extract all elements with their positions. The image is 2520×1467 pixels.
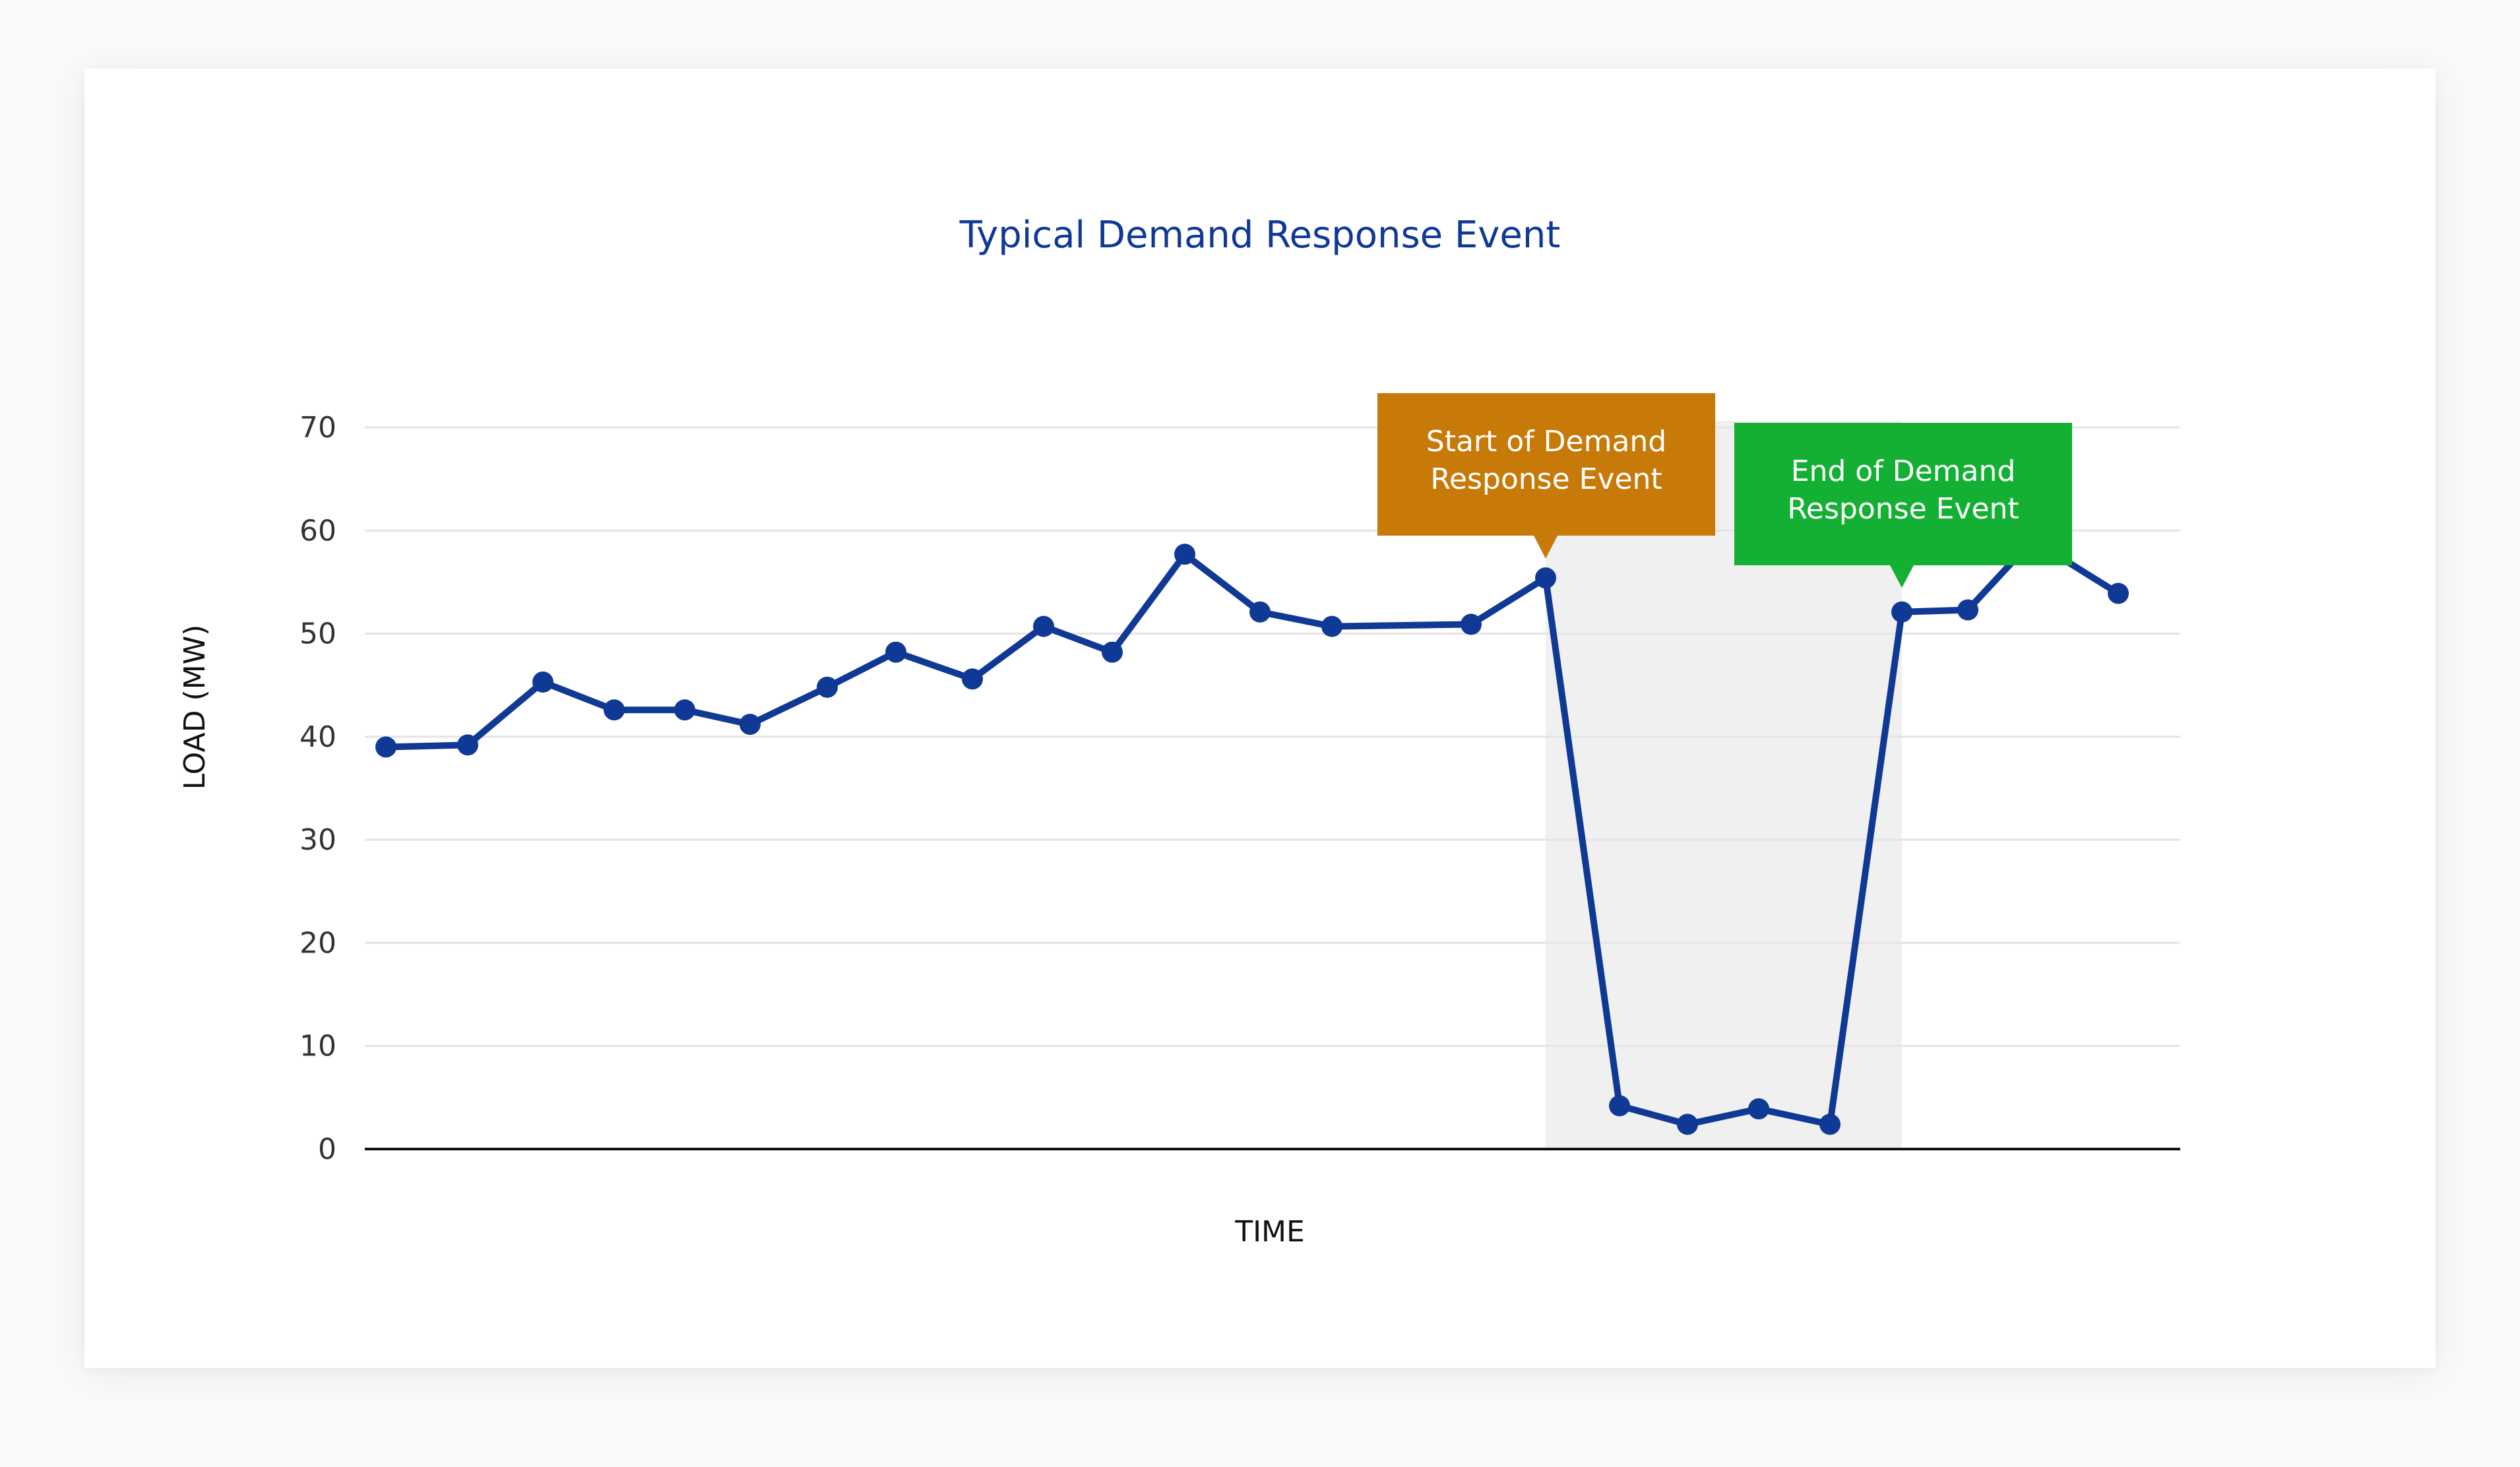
y-tick-label: 40 — [299, 720, 336, 754]
data-point — [1321, 615, 1342, 637]
callout-label: Response Event — [1787, 492, 2019, 526]
data-point — [1461, 613, 1482, 635]
series-layer — [375, 534, 2129, 1135]
callout-label: End of Demand — [1791, 454, 2016, 488]
y-tick-label: 50 — [299, 617, 336, 651]
data-point — [885, 641, 906, 663]
data-point — [604, 699, 625, 721]
callout-box — [1734, 423, 2072, 565]
x-axis-label: TIME — [1234, 1215, 1305, 1249]
y-tick-label: 20 — [299, 926, 336, 960]
y-tick-label: 10 — [299, 1030, 336, 1063]
y-tick-label: 60 — [299, 514, 336, 547]
data-point — [1174, 544, 1195, 565]
y-tick-label: 70 — [299, 411, 336, 445]
callout-end-event: End of Demand Response Event — [1734, 423, 2072, 588]
data-point — [532, 671, 553, 693]
data-point — [1102, 641, 1123, 663]
data-point — [962, 668, 983, 690]
callout-pointer — [1534, 536, 1558, 559]
data-point — [1891, 601, 1912, 623]
callout-box — [1377, 393, 1715, 536]
data-point — [1957, 599, 1978, 621]
y-tick-label: 30 — [299, 823, 336, 857]
data-point — [375, 736, 396, 758]
data-point — [2108, 582, 2129, 604]
data-point — [1609, 1095, 1630, 1117]
callout-start-event: Start of Demand Response Event — [1377, 393, 1715, 559]
y-tick-labels: 0 10 20 30 40 50 60 70 — [299, 411, 336, 1166]
y-tick-label: 0 — [318, 1133, 336, 1166]
callout-label: Response Event — [1430, 462, 1662, 496]
data-point — [740, 714, 761, 735]
callout-pointer — [1890, 565, 1914, 588]
data-point — [1677, 1113, 1698, 1135]
callout-label: Start of Demand — [1426, 425, 1666, 458]
chart-card — [84, 69, 2436, 1368]
chart-title: Typical Demand Response Event — [959, 214, 1561, 257]
data-point — [817, 676, 838, 698]
data-point — [1033, 615, 1054, 637]
data-point — [1819, 1113, 1841, 1135]
y-axis-label: LOAD (MW) — [178, 625, 212, 790]
data-point — [1535, 567, 1556, 589]
data-point — [457, 734, 478, 756]
data-point — [674, 699, 695, 721]
data-point — [1249, 601, 1271, 623]
data-point — [1748, 1098, 1769, 1120]
